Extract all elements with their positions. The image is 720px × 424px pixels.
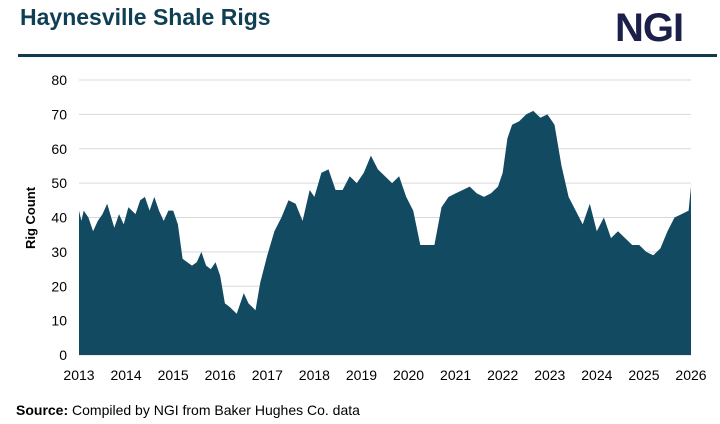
x-tick-label: 2020	[393, 367, 424, 383]
y-tick-label: 80	[51, 72, 67, 88]
x-tick-label: 2014	[110, 367, 141, 383]
y-tick-label: 60	[51, 141, 67, 157]
y-tick-label: 40	[51, 210, 67, 226]
rig-count-area	[79, 110, 691, 356]
source-label: Source:	[16, 402, 69, 418]
x-tick-label: 2019	[346, 367, 377, 383]
chart-title: Haynesville Shale Rigs	[20, 4, 271, 30]
x-tick-label: 2015	[158, 367, 189, 383]
y-tick-label: 10	[51, 313, 67, 329]
x-tick-label: 2013	[63, 367, 94, 383]
x-tick-label: 2025	[628, 367, 659, 383]
x-tick-label: 2021	[440, 367, 471, 383]
x-tick-label: 2016	[205, 367, 236, 383]
y-tick-label: 30	[51, 244, 67, 260]
x-tick-label: 2022	[487, 367, 518, 383]
y-tick-label: 70	[51, 106, 67, 122]
y-axis-ticks: 0 10 20 30 40 50 60 70 80	[51, 72, 67, 363]
x-tick-label: 2026	[675, 367, 706, 383]
y-tick-label: 0	[59, 347, 67, 363]
source-note: Source: Compiled by NGI from Baker Hughe…	[16, 402, 360, 418]
x-tick-label: 2017	[252, 367, 283, 383]
header-divider	[18, 54, 717, 57]
x-tick-label: 2023	[534, 367, 565, 383]
source-text: Compiled by NGI from Baker Hughes Co. da…	[72, 402, 360, 418]
y-tick-label: 20	[51, 278, 67, 294]
y-tick-label: 50	[51, 175, 67, 191]
x-tick-label: 2024	[581, 367, 612, 383]
y-axis-label: Rig Count	[23, 186, 38, 249]
x-tick-label: 2018	[299, 367, 330, 383]
ngi-logo: NGI	[615, 6, 684, 50]
x-axis-ticks: 2013 2014 2015 2016 2017 2018 2019 2020 2021 2022…	[63, 367, 706, 383]
